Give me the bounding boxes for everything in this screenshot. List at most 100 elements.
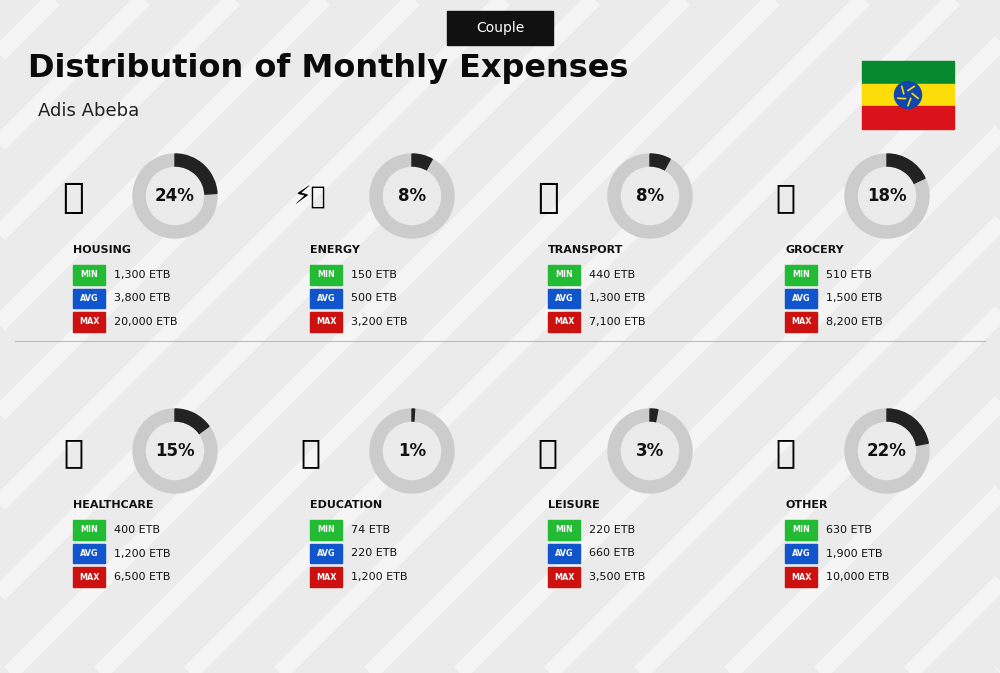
FancyBboxPatch shape [310,544,342,563]
FancyBboxPatch shape [785,567,817,587]
Text: 3%: 3% [636,442,664,460]
Text: AVG: AVG [792,549,810,558]
Circle shape [895,81,922,108]
Text: ⚡🏠: ⚡🏠 [294,186,326,210]
Text: 8%: 8% [636,187,664,205]
Text: 👜: 👜 [775,437,795,470]
Text: MAX: MAX [79,318,99,326]
Circle shape [845,409,929,493]
Text: 6,500 ETB: 6,500 ETB [114,572,170,582]
Text: MAX: MAX [316,573,336,581]
Text: MIN: MIN [555,526,573,534]
Text: MAX: MAX [316,318,336,326]
Text: TRANSPORT: TRANSPORT [548,245,623,255]
Text: ENERGY: ENERGY [310,245,360,255]
FancyBboxPatch shape [310,520,342,540]
Text: 220 ETB: 220 ETB [589,525,635,535]
Circle shape [383,168,441,225]
Circle shape [621,423,679,480]
FancyBboxPatch shape [73,265,105,285]
Text: MAX: MAX [791,573,811,581]
Wedge shape [650,409,658,451]
Text: MIN: MIN [317,526,335,534]
Text: 🚌: 🚌 [537,181,559,215]
Text: 24%: 24% [155,187,195,205]
Text: MIN: MIN [80,526,98,534]
Text: 8,200 ETB: 8,200 ETB [826,317,883,327]
Text: AVG: AVG [317,294,335,303]
FancyBboxPatch shape [73,544,105,563]
Circle shape [608,409,692,493]
FancyBboxPatch shape [785,265,817,285]
Text: 🛒: 🛒 [775,182,795,215]
FancyBboxPatch shape [73,289,105,308]
Wedge shape [175,154,217,196]
Text: 🎓: 🎓 [300,437,320,470]
Text: MAX: MAX [79,573,99,581]
Text: HOUSING: HOUSING [73,245,131,255]
Circle shape [621,168,679,225]
FancyBboxPatch shape [785,289,817,308]
Text: 1,300 ETB: 1,300 ETB [114,270,170,280]
FancyBboxPatch shape [310,289,342,308]
Text: MAX: MAX [554,318,574,326]
FancyBboxPatch shape [73,520,105,540]
Circle shape [845,154,929,238]
Text: 1,200 ETB: 1,200 ETB [351,572,408,582]
FancyBboxPatch shape [447,11,552,45]
Text: 440 ETB: 440 ETB [589,270,635,280]
Text: AVG: AVG [80,294,98,303]
Text: 3,200 ETB: 3,200 ETB [351,317,408,327]
FancyBboxPatch shape [548,544,580,563]
Text: 1,300 ETB: 1,300 ETB [589,293,645,304]
Text: MIN: MIN [792,271,810,279]
Text: 🏥: 🏥 [63,437,83,470]
Text: Distribution of Monthly Expenses: Distribution of Monthly Expenses [28,52,628,83]
Circle shape [146,423,204,480]
Text: MAX: MAX [791,318,811,326]
Bar [862,83,954,106]
Text: Couple: Couple [476,21,524,35]
FancyBboxPatch shape [73,567,105,587]
Text: 150 ETB: 150 ETB [351,270,397,280]
Bar [862,61,954,83]
Text: MAX: MAX [554,573,574,581]
Text: MIN: MIN [792,526,810,534]
Text: 630 ETB: 630 ETB [826,525,872,535]
FancyBboxPatch shape [310,312,342,332]
FancyBboxPatch shape [310,567,342,587]
Text: 8%: 8% [398,187,426,205]
FancyBboxPatch shape [785,312,817,332]
FancyBboxPatch shape [548,289,580,308]
Text: 1%: 1% [398,442,426,460]
Text: 220 ETB: 220 ETB [351,548,397,559]
Text: EDUCATION: EDUCATION [310,500,382,510]
Circle shape [146,168,204,225]
FancyBboxPatch shape [73,312,105,332]
Circle shape [370,154,454,238]
Text: 7,100 ETB: 7,100 ETB [589,317,646,327]
Text: GROCERY: GROCERY [785,245,844,255]
Wedge shape [887,409,928,451]
Wedge shape [175,409,209,451]
Text: AVG: AVG [792,294,810,303]
Text: 3,500 ETB: 3,500 ETB [589,572,645,582]
Text: 🛍️: 🛍️ [538,437,558,470]
Text: 500 ETB: 500 ETB [351,293,397,304]
Text: OTHER: OTHER [785,500,828,510]
FancyBboxPatch shape [548,520,580,540]
Text: 22%: 22% [867,442,907,460]
Text: 1,900 ETB: 1,900 ETB [826,548,883,559]
FancyBboxPatch shape [548,567,580,587]
Circle shape [383,423,441,480]
Wedge shape [650,154,670,196]
Text: 1,200 ETB: 1,200 ETB [114,548,170,559]
Text: MIN: MIN [80,271,98,279]
Text: LEISURE: LEISURE [548,500,600,510]
FancyBboxPatch shape [548,265,580,285]
Text: AVG: AVG [555,549,573,558]
FancyBboxPatch shape [548,312,580,332]
FancyBboxPatch shape [785,544,817,563]
Text: HEALTHCARE: HEALTHCARE [73,500,154,510]
Wedge shape [887,154,925,196]
